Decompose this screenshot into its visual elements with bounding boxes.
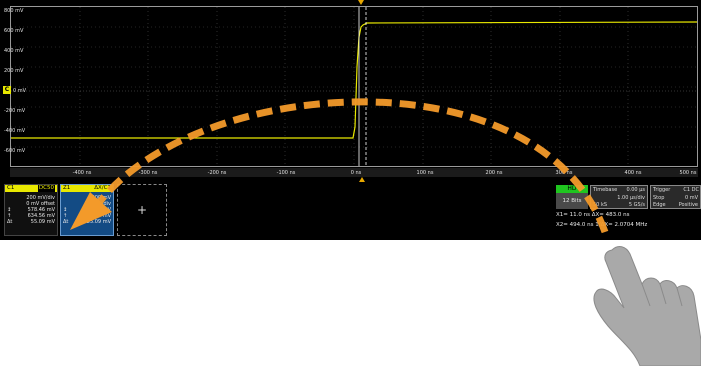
offset-value: 0 mV offset bbox=[26, 201, 55, 207]
timebase-scale: 1.00 µs/div bbox=[617, 195, 645, 201]
measure-value: 634.56 mV bbox=[27, 213, 55, 219]
add-trace-button[interactable]: + bbox=[117, 184, 167, 236]
row-label: ↕ bbox=[7, 207, 12, 213]
grid-svg bbox=[11, 7, 697, 166]
y-axis-label: 800 mV bbox=[4, 8, 24, 14]
y-axis-label: -400 mV bbox=[4, 128, 26, 134]
descriptor-name: Z1 bbox=[63, 185, 71, 191]
row-label: ↑ bbox=[63, 213, 68, 219]
sample-rate: 5 GS/s bbox=[628, 202, 645, 208]
y-axis-label: 0 mV bbox=[13, 88, 27, 94]
x-axis-label: 100 ns bbox=[416, 170, 434, 176]
cursor-readout-line1: X1= 11.0 ns ΔX= 483.0 ns bbox=[556, 212, 630, 218]
descriptor-body: 200 mV 100 ns/div ↕ 578.46 mV ↑ 634.56 mV … bbox=[61, 192, 113, 237]
vertical-scale: 200 mV/div bbox=[26, 195, 55, 201]
row-label: ↕ bbox=[63, 207, 68, 213]
trigger-slope: Positive bbox=[678, 202, 698, 208]
y-axis-label: 600 mV bbox=[4, 28, 24, 34]
row-label: Δt bbox=[7, 219, 13, 225]
y-axis-label: 200 mV bbox=[4, 68, 24, 74]
timebase-title: Timebase bbox=[593, 187, 618, 193]
timebase-delay: 0.00 µs bbox=[626, 187, 645, 193]
trigger-descriptor[interactable]: Trigger C1 DC Stop 0 mV Edge Positive bbox=[650, 185, 701, 209]
zoom-source-badge: ΔX/C1 bbox=[94, 185, 111, 191]
coupling-badge: DC50 bbox=[37, 185, 55, 192]
cursor-readout-line2: X2= 494.0 ns 1/ΔX= 2.0704 MHz bbox=[556, 222, 648, 228]
descriptor-header: C1 DC50 bbox=[5, 185, 57, 192]
waveform-grid[interactable] bbox=[10, 6, 698, 167]
measure-value: 578.46 mV bbox=[27, 207, 55, 213]
c1-channel-descriptor[interactable]: C1 DC50 200 mV/div 0 mV offset ↕ 578.46 m… bbox=[4, 184, 58, 236]
trigger-source: C1 DC bbox=[683, 187, 699, 193]
x-axis-label: 0 ns bbox=[350, 170, 362, 176]
row-label: Δt bbox=[63, 219, 69, 225]
x-axis-label: -100 ns bbox=[276, 170, 296, 176]
descriptor-name: C1 bbox=[7, 185, 15, 191]
measure-value: 55.09 mV bbox=[86, 219, 111, 225]
x-axis-label: 300 ns bbox=[555, 170, 573, 176]
z1-zoom-descriptor[interactable]: Z1 ΔX/C1 200 mV 100 ns/div ↕ 578.46 mV ↑ 6… bbox=[60, 184, 114, 236]
x-axis-label: -400 ns bbox=[72, 170, 92, 176]
x-axis-label: -200 ns bbox=[207, 170, 227, 176]
row-label: ↑ bbox=[7, 213, 12, 219]
trigger-position-marker-top[interactable] bbox=[358, 0, 364, 5]
trigger-type: Edge bbox=[653, 202, 666, 208]
y-axis-label: -200 mV bbox=[4, 108, 26, 114]
oscilloscope-display: 800 mV 600 mV 400 mV 200 mV 0 mV -200 mV… bbox=[0, 0, 701, 240]
trigger-title: Trigger bbox=[653, 187, 671, 193]
resolution-bits[interactable]: 12 Bits bbox=[556, 193, 588, 209]
trigger-position-marker[interactable] bbox=[359, 177, 365, 182]
y-axis-label: -600 mV bbox=[4, 148, 26, 154]
channel-offset-marker[interactable]: C bbox=[3, 86, 11, 94]
record-length: 50 kS bbox=[593, 202, 608, 208]
trigger-mode: Stop bbox=[653, 195, 665, 201]
pointing-hand-icon bbox=[593, 246, 701, 366]
y-axis-label: 400 mV bbox=[4, 48, 24, 54]
timebase-descriptor[interactable]: Timebase 0.00 µs 1.00 µs/div 50 kS 5 GS/… bbox=[590, 185, 648, 209]
x-axis-label: 200 ns bbox=[485, 170, 503, 176]
x-axis-label: -300 ns bbox=[138, 170, 158, 176]
descriptor-header: Z1 ΔX/C1 bbox=[61, 185, 113, 192]
descriptor-body: 200 mV/div 0 mV offset ↕ 578.46 mV ↑ 634.5… bbox=[5, 192, 57, 237]
hd-mode-badge[interactable]: HD bbox=[556, 185, 588, 193]
trigger-level: 0 mV bbox=[684, 195, 698, 201]
measure-value: 55.09 mV bbox=[30, 219, 55, 225]
x-axis-label: 500 ns bbox=[679, 170, 697, 176]
x-axis-label: 400 ns bbox=[624, 170, 642, 176]
